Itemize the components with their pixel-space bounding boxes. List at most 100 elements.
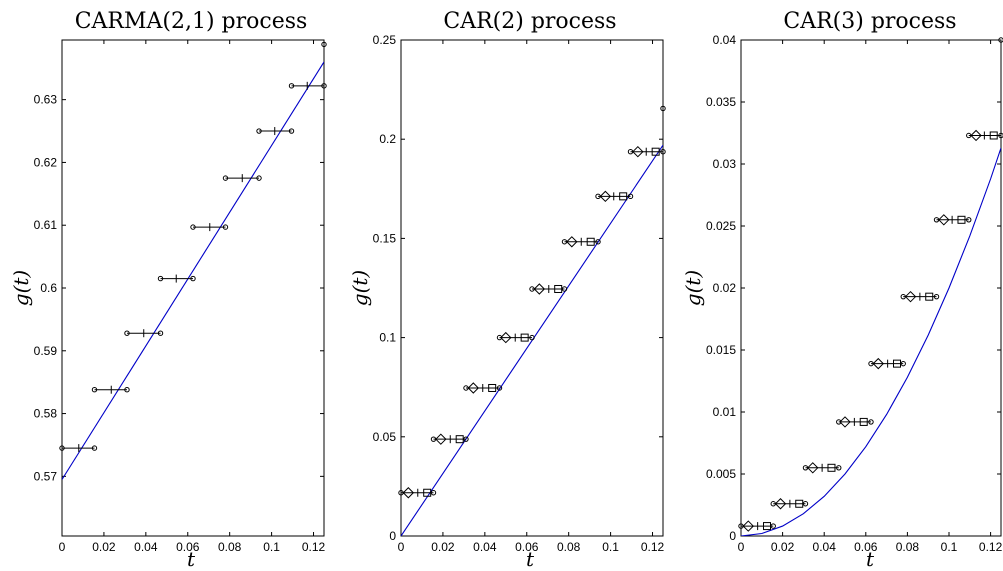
endpoint-circle (124, 330, 130, 336)
y-tick-label: 0.58 (34, 407, 58, 421)
endpoint-circle (256, 175, 262, 181)
x-tick-label: 0.02 (431, 540, 455, 554)
endpoint-circle (561, 286, 568, 292)
endpoint-circle (660, 148, 666, 155)
diamond-marker (500, 331, 512, 344)
diamond-marker (774, 498, 787, 510)
x-axis-label: t (187, 547, 196, 571)
square-marker (859, 417, 868, 426)
endpoint-circle (627, 193, 634, 200)
y-tick-label: 0.6 (40, 281, 57, 295)
y-tick-label: 0.2 (379, 132, 396, 146)
endpoint-circle (529, 334, 535, 341)
endpoint-circle (802, 501, 809, 507)
x-tick-label: 0.1 (263, 540, 280, 554)
diamond-marker (467, 382, 480, 394)
y-axis-label: g(t) (681, 270, 705, 306)
x-tick-label: 0.04 (813, 540, 837, 554)
endpoint-circle (496, 334, 503, 341)
x-tick-label: 0 (738, 540, 745, 554)
diamond-marker (599, 190, 612, 203)
x-tick-label: 0.02 (92, 540, 116, 554)
endpoint-circle (998, 132, 1003, 139)
endpoint-circle (190, 224, 196, 230)
diamond-marker (938, 214, 950, 226)
x-tick-label: 0 (59, 540, 66, 554)
extra-point (660, 105, 666, 112)
panel-title: CARMA(2,1) process (75, 9, 308, 34)
square-marker (423, 488, 432, 497)
square-marker (925, 292, 934, 301)
square-marker (651, 147, 660, 156)
x-tick-label: 0.02 (771, 540, 795, 554)
y-tick-label: 0 (729, 529, 736, 543)
square-marker (893, 359, 901, 368)
square-marker (989, 131, 998, 140)
diamond-marker (872, 357, 884, 370)
square-marker (957, 215, 966, 224)
square-marker (586, 237, 595, 246)
diamond-marker (632, 145, 644, 158)
x-tick-label: 0.08 (557, 540, 581, 554)
extra-point (998, 37, 1003, 43)
y-tick-label: 0.035 (706, 95, 736, 109)
endpoint-circle (900, 360, 906, 367)
y-tick-label: 0.015 (706, 343, 736, 357)
square-marker (554, 284, 563, 293)
endpoint-circle (288, 83, 295, 89)
x-axis-label: t (526, 547, 535, 571)
x-tick-label: 0 (398, 540, 405, 554)
endpoint-circle (59, 445, 65, 451)
endpoint-circle (124, 387, 130, 393)
endpoint-circle (496, 385, 503, 391)
diamond-marker (839, 416, 851, 428)
square-marker (488, 383, 497, 392)
square-marker (763, 522, 771, 531)
endpoint-circle (91, 445, 98, 451)
plot-frame (740, 39, 1002, 537)
diamond-marker (402, 487, 415, 499)
x-tick-label: 0.06 (176, 540, 200, 554)
panel-car2: CAR(2) process t g(t) 0 0.02 0.04 0.06 0.08 0… (348, 9, 666, 571)
square-marker (619, 192, 628, 201)
square-marker (827, 463, 836, 472)
y-tick-label: 0.02 (713, 281, 737, 295)
panel-car3: CAR(3) process t g(t) 0 0.02 0.04 0.06 0.08 0… (681, 9, 1003, 571)
diamond-marker (970, 129, 982, 142)
x-tick-label: 0.12 (302, 540, 326, 554)
y-tick-label: 0.005 (706, 467, 736, 481)
y-tick-label: 0.01 (713, 405, 737, 419)
plot-frame (400, 39, 664, 537)
endpoint-circle (222, 224, 229, 230)
diamond-marker (435, 433, 447, 445)
endpoint-circle (770, 523, 776, 529)
diamond-marker (533, 283, 546, 295)
endpoint-circle (430, 490, 437, 496)
endpoint-circle (836, 465, 842, 471)
y-axis-label: g(t) (348, 270, 372, 306)
fit-line (62, 61, 324, 480)
y-tick-label: 0.25 (373, 33, 397, 47)
y-tick-label: 0.05 (373, 430, 397, 444)
endpoint-circle (933, 293, 940, 300)
y-axis-label: g(t) (9, 270, 33, 306)
square-marker (520, 333, 529, 342)
endpoint-circle (91, 387, 98, 393)
x-tick-label: 0.04 (473, 540, 497, 554)
x-axis-label: t (866, 547, 875, 571)
diamond-marker (742, 520, 754, 532)
extra-point (321, 41, 327, 48)
fit-line (741, 147, 1001, 536)
endpoint-circle (463, 436, 469, 442)
endpoint-circle (868, 419, 874, 425)
square-marker (795, 499, 804, 508)
y-tick-label: 0.15 (373, 231, 397, 245)
y-tick-label: 0.62 (34, 155, 58, 169)
endpoint-circle (157, 330, 164, 336)
fit-line (401, 144, 663, 536)
diamond-marker (566, 236, 578, 248)
endpoint-circle (157, 275, 164, 282)
y-tick-label: 0.57 (34, 469, 58, 483)
x-tick-label: 0.08 (218, 540, 242, 554)
endpoint-circle (190, 275, 196, 282)
